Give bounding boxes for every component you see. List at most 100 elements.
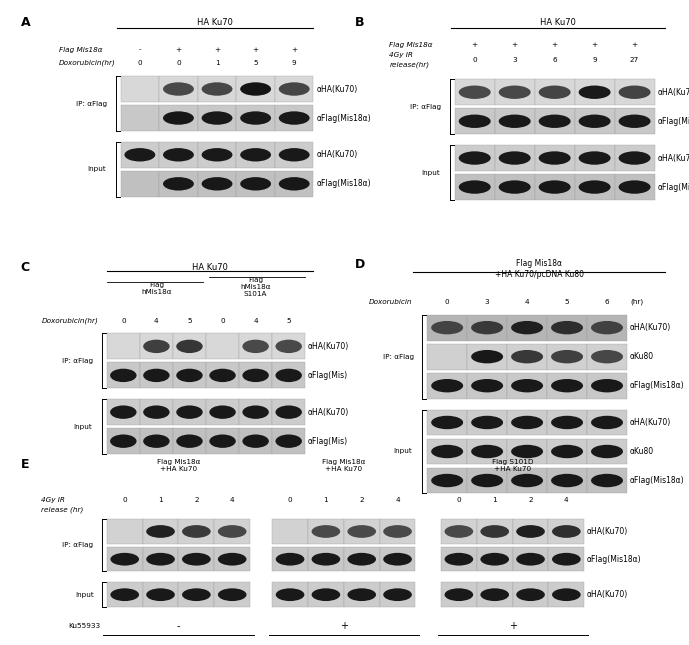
Text: 4: 4 xyxy=(564,497,568,503)
Bar xyxy=(513,582,548,607)
Bar xyxy=(427,468,467,493)
Ellipse shape xyxy=(110,369,136,382)
Ellipse shape xyxy=(202,112,232,124)
Ellipse shape xyxy=(591,445,623,458)
Bar xyxy=(575,108,615,134)
Text: αKu80: αKu80 xyxy=(630,447,654,456)
Ellipse shape xyxy=(276,553,305,566)
Ellipse shape xyxy=(551,474,583,487)
Text: αFlag(Mis18α): αFlag(Mis18α) xyxy=(316,179,371,188)
Text: 0: 0 xyxy=(176,59,181,66)
Ellipse shape xyxy=(551,416,583,429)
Bar xyxy=(427,315,467,341)
Ellipse shape xyxy=(471,379,503,392)
Ellipse shape xyxy=(471,416,503,429)
Text: αFlag(Mis18α): αFlag(Mis18α) xyxy=(630,476,684,485)
Text: +: + xyxy=(176,46,181,53)
Bar xyxy=(308,582,344,607)
Bar xyxy=(173,399,206,425)
Ellipse shape xyxy=(552,588,581,601)
Text: αFlag(Mis18α): αFlag(Mis18α) xyxy=(316,114,371,123)
Bar xyxy=(344,547,380,571)
Bar xyxy=(548,547,584,571)
Bar xyxy=(587,315,627,341)
Text: +: + xyxy=(508,621,517,631)
Ellipse shape xyxy=(240,112,271,124)
Bar xyxy=(495,145,535,171)
Bar xyxy=(380,582,415,607)
Text: 4: 4 xyxy=(395,497,400,503)
Bar xyxy=(214,582,250,607)
Text: 0: 0 xyxy=(445,299,449,305)
Bar xyxy=(236,171,275,197)
Ellipse shape xyxy=(511,416,543,429)
Text: Flag Mis18α
+HA Ku70: Flag Mis18α +HA Ku70 xyxy=(157,459,200,472)
Ellipse shape xyxy=(552,553,581,566)
Ellipse shape xyxy=(539,115,570,128)
Ellipse shape xyxy=(176,435,203,448)
Bar xyxy=(214,519,250,544)
Bar xyxy=(308,519,344,544)
Ellipse shape xyxy=(163,148,194,161)
Ellipse shape xyxy=(218,588,247,601)
Ellipse shape xyxy=(163,83,194,95)
Text: 9: 9 xyxy=(292,59,296,66)
Ellipse shape xyxy=(176,369,203,382)
Text: Flag Mis18α
+HA Ku70/pcDNA Ku80: Flag Mis18α +HA Ku70/pcDNA Ku80 xyxy=(495,259,584,279)
Ellipse shape xyxy=(383,588,412,601)
Ellipse shape xyxy=(471,321,503,334)
Ellipse shape xyxy=(499,181,531,194)
Text: 6: 6 xyxy=(605,299,609,305)
Bar xyxy=(587,373,627,399)
Text: αFlag(Mis18α): αFlag(Mis18α) xyxy=(657,183,689,192)
Ellipse shape xyxy=(480,553,509,566)
Ellipse shape xyxy=(279,148,309,161)
Text: IP: αFlag: IP: αFlag xyxy=(410,104,442,110)
Text: IP: αFlag: IP: αFlag xyxy=(62,358,94,364)
Ellipse shape xyxy=(176,406,203,419)
Bar xyxy=(198,142,236,168)
Ellipse shape xyxy=(516,588,545,601)
Text: 0: 0 xyxy=(220,317,225,324)
Text: 5: 5 xyxy=(287,317,291,324)
Bar xyxy=(427,373,467,399)
Bar xyxy=(441,519,477,544)
Ellipse shape xyxy=(539,181,570,194)
Text: Doxorubicin(hr): Doxorubicin(hr) xyxy=(59,59,116,66)
Ellipse shape xyxy=(110,553,139,566)
Ellipse shape xyxy=(511,445,543,458)
Ellipse shape xyxy=(431,321,463,334)
Ellipse shape xyxy=(591,416,623,429)
Bar xyxy=(615,145,655,171)
Ellipse shape xyxy=(311,553,340,566)
Text: 4: 4 xyxy=(230,497,234,503)
Bar xyxy=(143,519,178,544)
Ellipse shape xyxy=(110,435,136,448)
Ellipse shape xyxy=(480,588,509,601)
Text: release(hr): release(hr) xyxy=(389,61,429,68)
Ellipse shape xyxy=(459,115,491,128)
Ellipse shape xyxy=(243,340,269,353)
Bar xyxy=(272,399,305,425)
Ellipse shape xyxy=(459,181,491,194)
Bar xyxy=(467,410,507,435)
Ellipse shape xyxy=(240,83,271,95)
Bar xyxy=(535,145,575,171)
Text: HA Ku70: HA Ku70 xyxy=(540,18,576,27)
Ellipse shape xyxy=(110,588,139,601)
Bar xyxy=(140,333,173,359)
Text: Flag Mis18α: Flag Mis18α xyxy=(59,46,102,53)
Bar xyxy=(272,547,308,571)
Text: 27: 27 xyxy=(630,57,639,63)
Text: 0: 0 xyxy=(123,497,127,503)
Text: Flag Mis18α: Flag Mis18α xyxy=(389,41,433,48)
Bar xyxy=(548,519,584,544)
Bar xyxy=(308,547,344,571)
Text: A: A xyxy=(21,16,30,29)
Text: αHA(Ku70): αHA(Ku70) xyxy=(587,590,628,599)
Text: 1: 1 xyxy=(493,497,497,503)
Ellipse shape xyxy=(444,553,473,566)
Bar xyxy=(121,105,159,131)
Bar xyxy=(159,105,198,131)
Text: αHA(Ku70): αHA(Ku70) xyxy=(587,527,628,536)
